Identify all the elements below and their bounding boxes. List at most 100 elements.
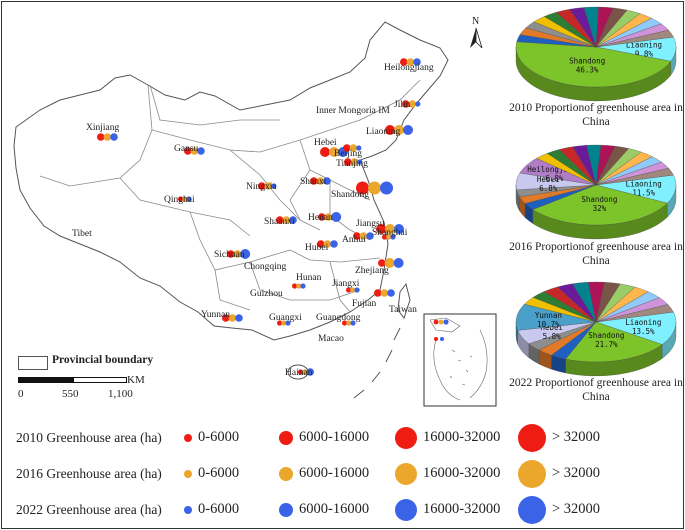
province-circle-2016 [394,125,404,135]
province-circle-2010 [344,158,352,166]
legend-range-label: > 32000 [552,501,601,517]
province-circle-2016 [316,177,325,185]
scale-unit: KM [127,374,145,386]
province-label: Anhui [342,235,366,245]
province-label: Sichuan [214,250,245,260]
province-circle-2022 [356,145,362,151]
province-circle-2010 [292,283,298,289]
legend-dot [184,434,192,442]
province-label: Ningxia [246,182,277,192]
province-circle-2022 [413,58,421,66]
inset-circle [434,337,438,341]
province-label: Chongqing [244,262,286,272]
inset-circle [440,337,444,341]
legend-range-label: 6000-16000 [299,429,370,445]
china-outline [13,21,449,341]
province-circle-2022 [415,101,421,107]
province-circle-2022 [403,125,413,135]
province-circle-2016 [406,58,415,66]
legend-range-label: 0-6000 [198,465,240,481]
province-label: Tibet [72,229,92,239]
legend-range-label: 6000-16000 [299,501,370,517]
pie-slice-label: Shandong [569,56,605,65]
north-arrow-icon: N [466,14,486,53]
province-label: Liaoning [366,127,401,137]
province-label: Jilin [394,100,411,110]
province-circle-2016 [228,314,237,322]
boundary-legend-swatch [18,356,48,370]
province-circle-2016 [323,240,332,248]
pie-slice-label: Heilongjiang [527,165,581,174]
province-circle-2022 [285,320,291,326]
province-circle-2010 [382,234,388,240]
province-circle-2010 [343,144,351,152]
province-circle-2022 [300,283,306,289]
province-circle-2016 [264,182,273,190]
province-circle-2010 [310,177,318,185]
province-circle-2016 [349,144,358,152]
pie-slice-label: Shandong [581,195,617,204]
pie-slice-pct: 9.8% [635,49,654,58]
province-circle-2016 [296,283,302,289]
legend-dot [279,503,293,517]
province-label: Taiwan [389,305,417,315]
province-circle-2010 [320,147,330,157]
legend-dot [518,496,546,524]
province-label: Shandong [331,190,369,200]
legend-row-title: 2022 Greenhouse area (ha) [16,502,162,517]
province-circle-2010 [356,181,369,195]
province-circle-2022 [387,289,395,297]
province-circle-2022 [306,368,315,376]
province-circle-2022 [289,216,297,224]
province-label: Macao [318,334,344,344]
province-circle-2016 [182,196,188,202]
pie-slice-pct: 5.8% [543,332,562,341]
province-circle-2016 [384,258,395,268]
province-circle-2022 [390,234,396,240]
province-circle-2010 [317,240,325,248]
province-circle-2010 [184,147,192,155]
province-circle-2010 [276,216,284,224]
province-circle-2016 [324,213,333,221]
province-circle-2010 [402,100,410,108]
province-circle-2022 [331,212,342,222]
pie-slice [595,29,674,48]
legend-range-label: 16000-32000 [423,429,501,445]
coastal-dashes [353,327,401,399]
province-label: Hainan [285,368,313,378]
inset-islands [429,317,488,401]
province-circle-2010 [378,259,386,267]
legend-range-label: > 32000 [552,465,601,481]
province-circle-2010 [353,232,361,240]
province-circle-2016 [386,234,392,240]
province-label: Hubei [305,243,329,253]
province-circle-2022 [235,314,243,322]
legend-dot [279,467,293,481]
pie-slice-pct: 32% [593,204,607,213]
legend-dot [518,460,546,488]
province-circle-2022 [271,183,277,189]
province-label: Shaanxi [264,217,295,227]
scale-tick-1: 550 [62,388,79,400]
boundary-legend-label: Provincial boundary [52,354,154,366]
province-circle-2022 [366,232,374,240]
province-circle-2010 [318,213,326,221]
province-label: Jiangxi [332,279,360,289]
legend-range-label: > 32000 [552,429,601,445]
province-circle-2016 [329,147,339,157]
legend-range-label: 0-6000 [198,501,240,517]
province-label: Tianjing [336,159,368,169]
province-circle-2022 [323,177,331,185]
province-circle-2010 [227,250,235,258]
province-label: Xinjiang [86,123,119,133]
pie-1: Liaoning11.5%Shandong32%Hebei6.8%Heilong… [515,144,677,240]
province-circle-2016 [380,289,389,297]
province-circle-2022 [354,287,360,293]
pie-slice-pct: 46.3% [576,65,599,74]
pie-title-2016: 2016 Proportionof greenhouse area in Chi… [509,241,683,267]
province-circle-2016 [359,232,368,240]
legend-dot [395,499,417,521]
legend-range-label: 16000-32000 [423,501,501,517]
province-circle-2010 [258,182,266,190]
